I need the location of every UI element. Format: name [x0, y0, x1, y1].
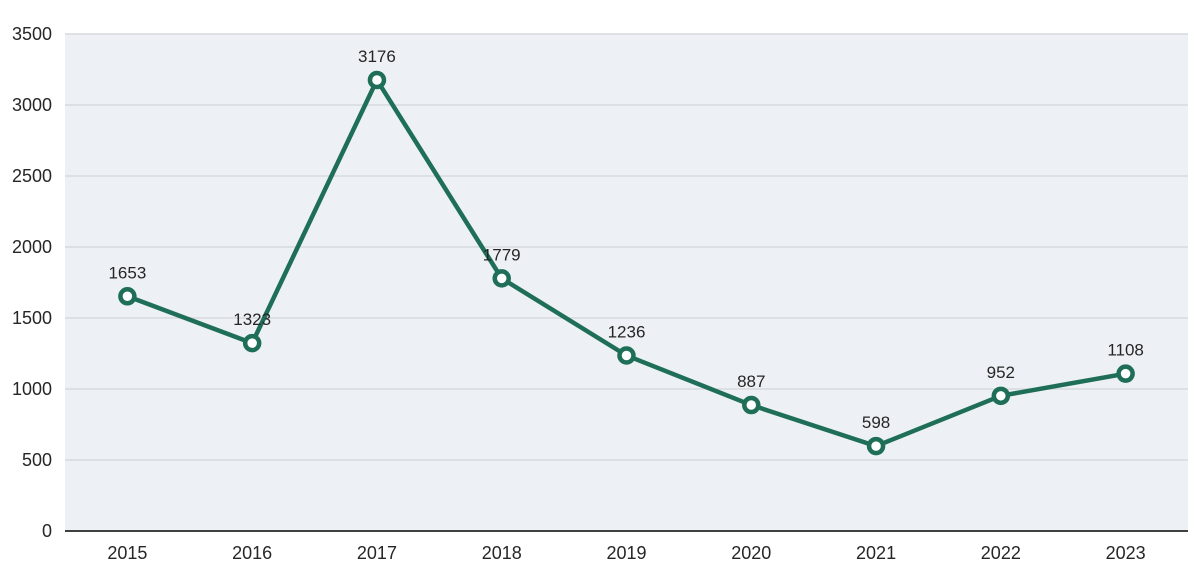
- y-axis-tick-label: 500: [22, 450, 52, 470]
- data-point-label: 3176: [358, 47, 396, 66]
- data-point-marker: [742, 395, 761, 415]
- y-axis-tick-label: 1500: [12, 308, 52, 328]
- data-point-label: 1108: [1107, 341, 1144, 360]
- x-axis-tick-label: 2022: [981, 543, 1021, 563]
- data-point-marker: [617, 346, 636, 365]
- x-axis-tick-label: 2015: [107, 543, 147, 563]
- x-axis-tick-label: 2018: [482, 543, 522, 563]
- plot-area: [65, 34, 1188, 531]
- data-point-marker: [242, 333, 262, 353]
- data-point-label: 1653: [108, 263, 146, 282]
- y-axis-tick-label: 2500: [12, 166, 52, 186]
- data-point-label: 1236: [608, 322, 646, 341]
- x-axis-tick-label: 2023: [1106, 543, 1146, 563]
- y-axis-tick-label: 0: [42, 521, 52, 541]
- data-point-label: 887: [737, 372, 765, 391]
- x-axis-tick-label: 2019: [606, 543, 646, 563]
- data-point-marker: [367, 70, 387, 90]
- data-point-marker: [492, 269, 511, 288]
- x-axis-tick-label: 2016: [232, 543, 272, 563]
- x-axis-tick-label: 2020: [731, 543, 771, 563]
- y-axis-tick-label: 3500: [12, 24, 52, 44]
- data-point-marker: [118, 287, 137, 306]
- y-axis-tick-label: 3000: [12, 95, 52, 115]
- data-point-marker: [991, 386, 1011, 406]
- y-axis-tick-label: 2000: [12, 237, 52, 257]
- data-point-label: 1779: [483, 245, 521, 264]
- x-axis-tick-label: 2021: [856, 543, 896, 563]
- y-axis-tick-label: 1000: [12, 379, 52, 399]
- data-point-marker: [866, 436, 886, 456]
- data-point-label: 598: [862, 413, 890, 432]
- data-point-label: 1323: [233, 310, 271, 329]
- data-point-marker: [1116, 364, 1135, 383]
- data-point-label: 952: [987, 363, 1015, 382]
- x-axis-tick-label: 2017: [357, 543, 397, 563]
